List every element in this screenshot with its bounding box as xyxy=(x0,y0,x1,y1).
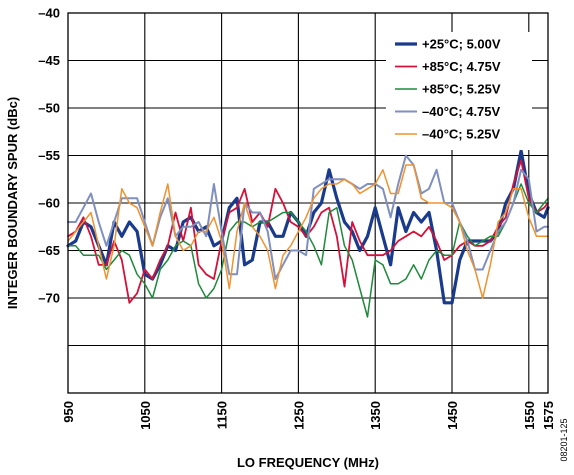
y-tick-label: –40 xyxy=(38,6,60,21)
figure-id: 08201-125 xyxy=(559,418,569,461)
y-tick-labels: –40 –45 –50 –55 –60 –65 –70 xyxy=(38,6,60,306)
y-tick-label: –65 xyxy=(38,243,60,258)
y-tick-label: –45 xyxy=(38,53,60,68)
y-tick-label: –55 xyxy=(38,148,60,163)
x-tick-labels: 950 1050 1150 1250 1350 1450 1550 1575 xyxy=(61,401,556,430)
y-tick-label: –50 xyxy=(38,101,60,116)
x-tick-label: 1150 xyxy=(215,401,230,429)
legend-label: +85°C; 5.25V xyxy=(422,82,501,97)
x-tick-label: 1050 xyxy=(138,401,153,430)
legend-label: –40°C; 4.75V xyxy=(422,104,501,119)
x-tick-label: 1250 xyxy=(291,401,306,430)
x-axis-label: LO FREQUENCY (MHz) xyxy=(237,455,379,470)
series-line-1 xyxy=(66,149,550,305)
legend: +25°C; 5.00V +85°C; 4.75V +85°C; 5.25V –40°… xyxy=(386,32,532,150)
series-line-3 xyxy=(67,183,549,318)
x-tick-label: 1350 xyxy=(368,401,383,430)
series-line-2 xyxy=(67,159,549,304)
legend-label: –40°C; 5.25V xyxy=(422,127,501,142)
legend-label: +85°C; 4.75V xyxy=(422,59,501,74)
legend-label: +25°C; 5.00V xyxy=(422,37,501,52)
y-tick-label: –70 xyxy=(38,291,60,306)
x-tick-label: 1550 xyxy=(522,401,537,430)
y-tick-label: –60 xyxy=(38,196,60,211)
x-tick-label: 1450 xyxy=(445,401,460,430)
plot-frame xyxy=(67,12,549,394)
series-line-5 xyxy=(67,164,549,299)
x-tick-label: 950 xyxy=(61,401,76,423)
series-layer xyxy=(66,149,550,318)
series-line-4 xyxy=(67,154,549,280)
x-tick-label: 1575 xyxy=(541,401,556,430)
legend-box xyxy=(386,32,532,150)
y-axis-label: INTEGER BOUNDARY SPUR (dBc) xyxy=(5,97,20,309)
